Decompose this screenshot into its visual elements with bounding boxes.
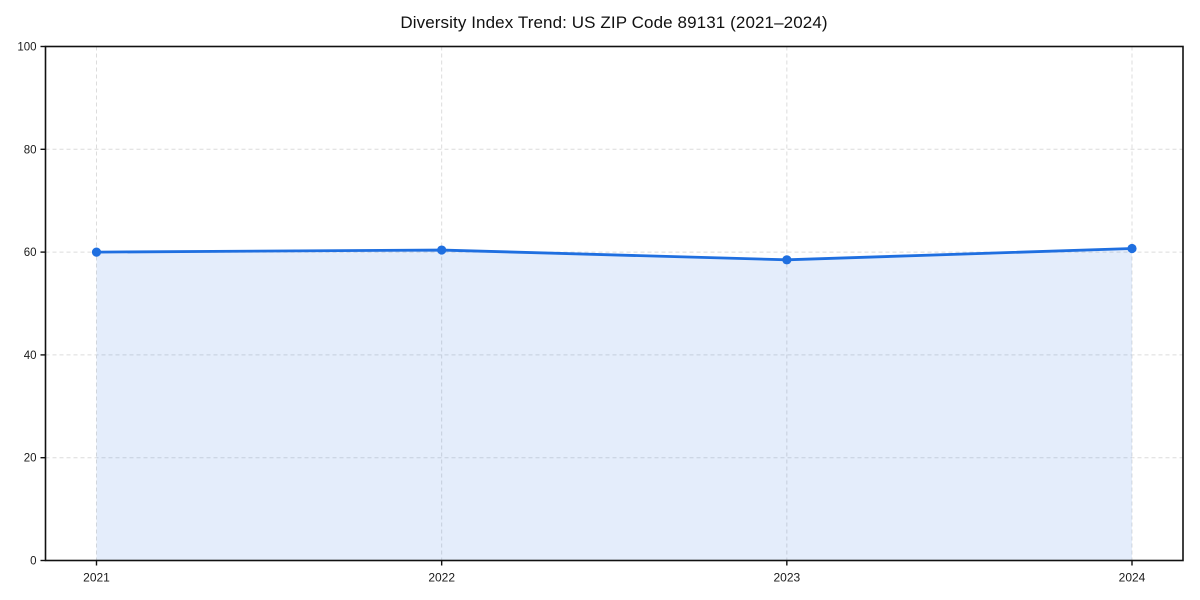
x-tick-label: 2023: [773, 571, 800, 585]
y-tick-label: 100: [17, 42, 36, 54]
data-point-2021: [91, 247, 102, 257]
y-tick-label: 40: [24, 350, 37, 362]
plot-frame: [44, 45, 1184, 562]
data-point-2024: [1127, 243, 1137, 254]
y-tick-label: 20: [24, 453, 37, 465]
y-tick-label: 0: [30, 556, 36, 568]
data-point-2023: [782, 255, 792, 265]
chart-title: Diversity Index Trend: US ZIP Code 89131…: [400, 13, 828, 32]
y-tick-label: 80: [24, 144, 37, 156]
x-tick-label: 2021: [83, 571, 110, 585]
x-tick-label: 2024: [1119, 571, 1146, 585]
trend-line: [95, 247, 1134, 262]
area-fill: [96, 248, 1132, 561]
data-point-2022: [437, 245, 447, 255]
x-tick-label: 2022: [428, 571, 455, 585]
y-tick-label: 60: [24, 247, 37, 259]
